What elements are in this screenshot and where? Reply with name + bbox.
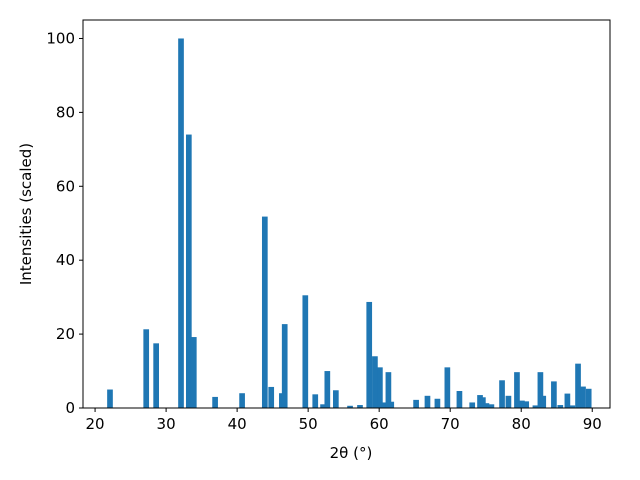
y-tick-label: 60 xyxy=(56,177,75,195)
bar xyxy=(320,404,326,408)
x-tick-label: 40 xyxy=(228,415,247,433)
x-tick-label: 50 xyxy=(299,415,318,433)
x-tick-label: 60 xyxy=(370,415,389,433)
bar xyxy=(523,401,530,408)
bar xyxy=(324,371,331,408)
x-axis-label: 2θ (°) xyxy=(330,444,373,462)
bar xyxy=(505,395,512,408)
bar xyxy=(143,329,150,408)
y-axis-label: Intensities (scaled) xyxy=(17,143,35,285)
bar xyxy=(281,324,288,408)
bar xyxy=(483,403,490,408)
bar xyxy=(185,134,192,409)
bar xyxy=(444,367,451,408)
bar xyxy=(261,216,268,408)
x-tick-label: 30 xyxy=(157,415,176,433)
bar xyxy=(388,401,395,408)
bar xyxy=(239,393,245,408)
bar xyxy=(333,390,339,408)
bar xyxy=(537,372,544,408)
bar xyxy=(551,381,557,408)
x-tick-label: 20 xyxy=(86,415,105,433)
bar xyxy=(564,393,571,408)
plot-frame xyxy=(82,19,611,409)
bar xyxy=(385,372,392,408)
bar xyxy=(499,380,505,408)
bar xyxy=(424,395,431,408)
bar xyxy=(480,397,486,408)
x-tick-label: 80 xyxy=(512,415,531,433)
bar xyxy=(381,402,387,408)
bar xyxy=(569,405,576,408)
bar xyxy=(413,399,419,408)
bar xyxy=(190,337,197,408)
x-tick-label: 90 xyxy=(583,415,602,433)
bar xyxy=(372,356,378,408)
bar xyxy=(557,405,564,408)
bar xyxy=(585,388,592,408)
bar xyxy=(469,402,476,408)
bar xyxy=(312,394,319,408)
bar xyxy=(366,301,373,408)
bar xyxy=(532,405,539,408)
y-tick-label: 80 xyxy=(56,103,75,121)
bar xyxy=(357,405,363,408)
y-tick-label: 40 xyxy=(56,251,75,269)
bar xyxy=(107,389,113,408)
bar xyxy=(575,363,581,408)
bar xyxy=(488,404,495,408)
x-tick-label: 70 xyxy=(441,415,460,433)
bar xyxy=(540,395,547,408)
bar xyxy=(514,372,520,408)
bar xyxy=(302,295,309,408)
bar xyxy=(377,367,383,408)
y-tick-label: 0 xyxy=(65,399,75,417)
bar xyxy=(580,386,586,408)
bar xyxy=(153,343,159,408)
bar xyxy=(347,405,353,408)
bar xyxy=(212,396,218,408)
bar xyxy=(178,38,184,408)
bar xyxy=(268,386,275,408)
bar xyxy=(519,400,525,408)
y-tick-label: 20 xyxy=(56,325,75,343)
bar xyxy=(434,398,441,408)
y-tick-label: 100 xyxy=(46,29,75,47)
bar xyxy=(456,391,463,408)
